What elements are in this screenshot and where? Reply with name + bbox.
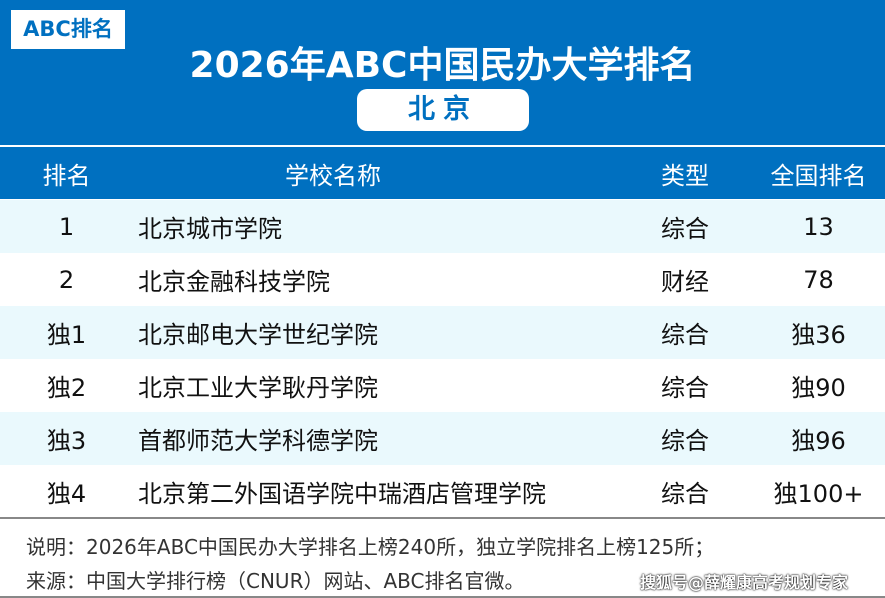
table-row: 独2 北京工业大学耿丹学院 综合 独90	[0, 359, 885, 412]
cell-rank: 1	[58, 212, 75, 241]
cell-name: 北京工业大学耿丹学院	[138, 374, 378, 402]
table-row: 独3 首都师范大学科德学院 综合 独96	[0, 412, 885, 465]
cell-type: 财经	[661, 268, 709, 296]
cell-national: 独90	[791, 374, 846, 402]
cell-name: 北京金融科技学院	[138, 268, 330, 296]
footer-source: 来源：中国大学排行榜（CNUR）网站、ABC排名官微。	[26, 569, 525, 593]
cell-type: 综合	[661, 480, 709, 508]
cell-rank: 独3	[46, 427, 87, 455]
cell-national: 独100+	[773, 480, 864, 508]
cell-national: 78	[803, 265, 834, 294]
cell-rank: 独1	[46, 321, 87, 349]
cell-type: 综合	[661, 427, 709, 455]
table-header: 排名 学校名称 类型 全国排名	[0, 147, 885, 199]
col-rank: 排名	[42, 161, 91, 190]
header-banner: ABC排名 2026年ABC中国民办大学排名 北京	[0, 0, 885, 145]
cell-type: 综合	[661, 215, 709, 243]
cell-type: 综合	[661, 321, 709, 349]
cell-name: 首都师范大学科德学院	[138, 427, 378, 455]
page-title: 2026年ABC中国民办大学排名	[189, 45, 696, 86]
city-label: 北京	[357, 89, 529, 131]
table-row: 独4 北京第二外国语学院中瑞酒店管理学院 综合 独100+	[0, 465, 885, 518]
cell-name: 北京第二外国语学院中瑞酒店管理学院	[138, 480, 546, 508]
cell-rank: 独4	[46, 480, 87, 508]
cell-rank: 独2	[46, 374, 87, 402]
table-row: 独1 北京邮电大学世纪学院 综合 独36	[0, 306, 885, 359]
footer: 说明：2026年ABC中国民办大学排名上榜240所，独立学院排名上榜125所； …	[0, 517, 885, 598]
col-school: 学校名称	[285, 161, 381, 190]
cell-name: 北京城市学院	[138, 215, 282, 243]
table-row: 2 北京金融科技学院 财经 78	[0, 253, 885, 306]
cell-national: 13	[803, 212, 834, 241]
col-national: 全国排名	[770, 161, 867, 190]
watermark: 搜狐号@薛耀康高考规划专家	[640, 573, 849, 592]
table-row: 1 北京城市学院 综合 13	[0, 200, 885, 253]
abc-logo-badge: ABC排名	[11, 10, 125, 49]
footer-note: 说明：2026年ABC中国民办大学排名上榜240所，独立学院排名上榜125所；	[26, 535, 715, 559]
cell-name: 北京邮电大学世纪学院	[138, 321, 378, 349]
cell-type: 综合	[661, 374, 709, 402]
col-type: 类型	[661, 161, 709, 190]
cell-national: 独36	[791, 321, 846, 349]
cell-rank: 2	[58, 265, 75, 294]
cell-national: 独96	[791, 427, 846, 455]
